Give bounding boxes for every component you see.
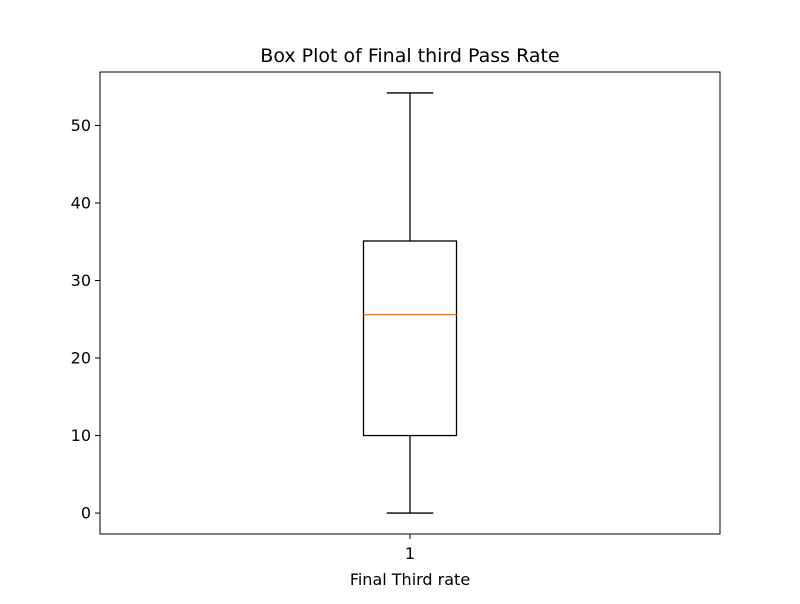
y-tick-label: 0 xyxy=(81,504,91,523)
y-tick-label: 20 xyxy=(71,349,91,368)
chart-title: Box Plot of Final third Pass Rate xyxy=(260,45,559,67)
y-tick-label: 40 xyxy=(71,194,91,213)
x-tick-label: 1 xyxy=(405,544,415,563)
y-tick-label: 30 xyxy=(71,271,91,290)
y-tick-label: 50 xyxy=(71,116,91,135)
x-axis-label: Final Third rate xyxy=(350,570,470,589)
interquartile-box xyxy=(362,240,458,437)
y-tick-label: 10 xyxy=(71,426,91,445)
x-axis: 1 xyxy=(405,534,415,563)
boxes-layer xyxy=(362,92,458,514)
y-axis: 0 10 20 30 40 50 xyxy=(71,116,100,523)
